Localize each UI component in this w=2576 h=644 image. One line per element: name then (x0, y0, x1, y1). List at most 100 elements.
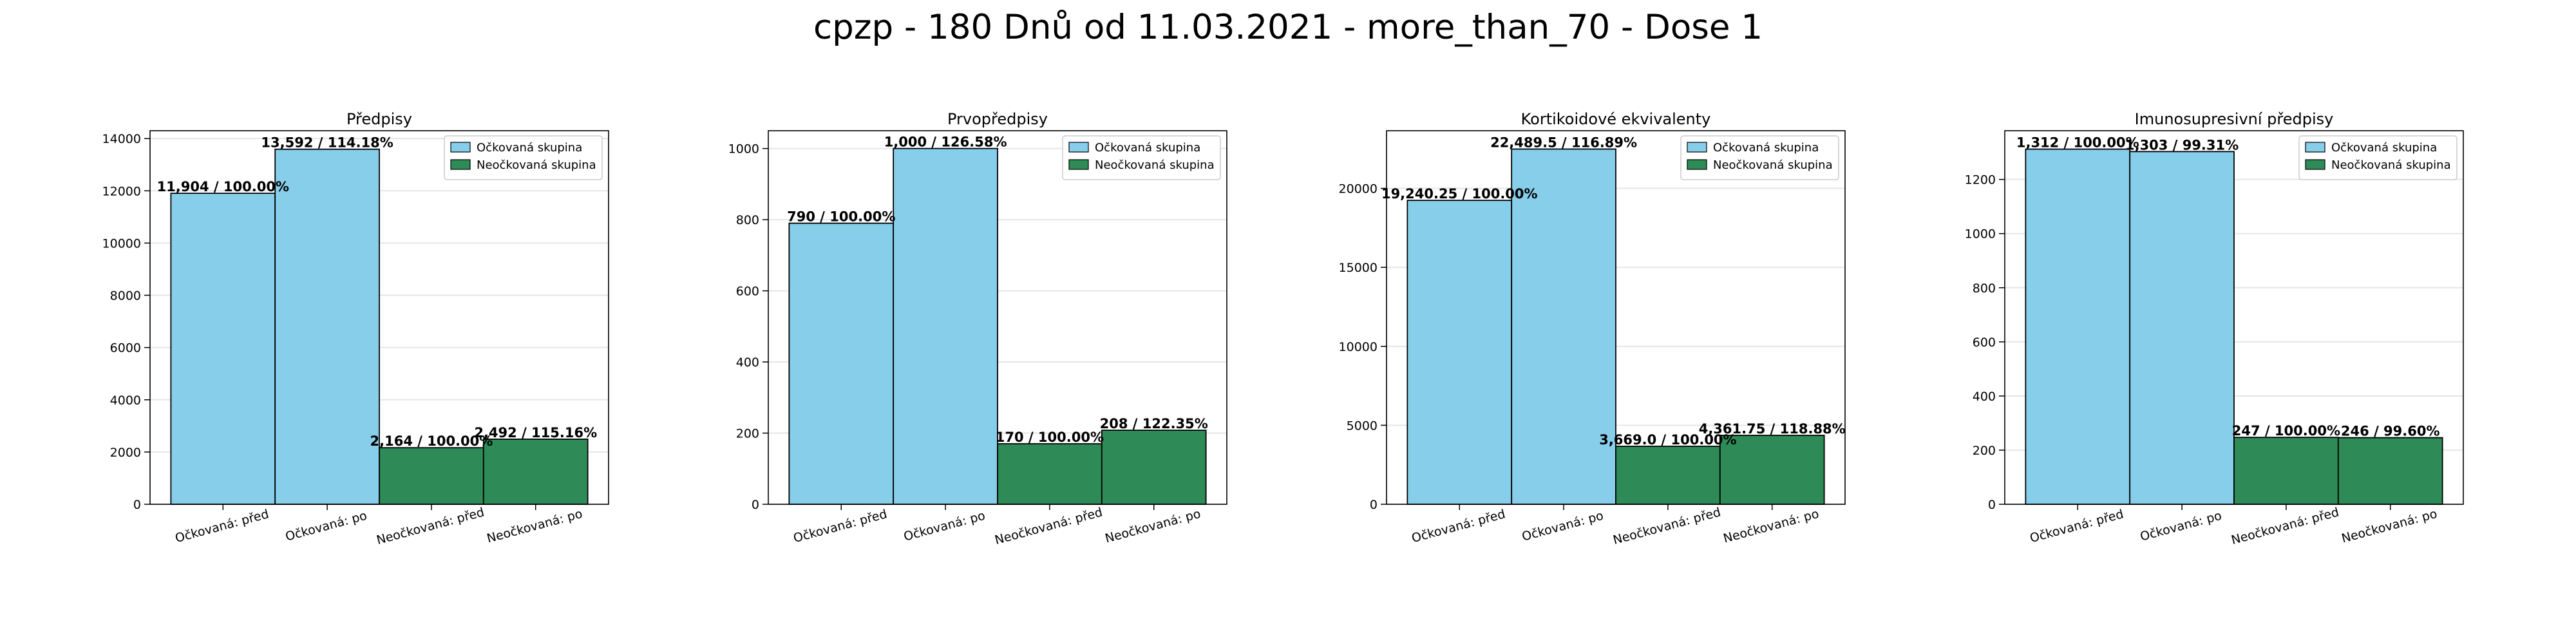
bar-unvaccinated (1719, 435, 1825, 505)
legend-label: Neočkovaná skupina (1713, 158, 1833, 172)
y-tick-label: 5000 (1347, 419, 1378, 433)
bar-vaccinated (2129, 151, 2235, 505)
legend-box (1062, 135, 1221, 180)
data-label: 2,492 / 115.16% (474, 425, 597, 440)
chart-title: Imunosupresivní předpisy (2135, 110, 2334, 128)
y-tick-label: 400 (1973, 390, 1996, 404)
legend: Očkovaná skupina Neočkovaná skupina (1680, 135, 1839, 180)
figure-title: cpzp - 180 Dnů od 11.03.2021 - more_than… (813, 8, 1763, 47)
data-label: 170 / 100.00% (996, 430, 1104, 445)
x-tick-label: Neočkovaná: před (1611, 505, 1722, 547)
y-tick-label: 12000 (102, 184, 141, 198)
y-tick-label: 0 (1370, 498, 1378, 512)
chart-title: Kortikoidové ekvivalenty (1521, 110, 1711, 128)
bar-unvaccinated (1101, 430, 1207, 505)
data-label: 790 / 100.00% (787, 209, 895, 225)
x-tick-label: Neočkovaná: po (2340, 507, 2439, 546)
legend-label: Neočkovaná skupina (1095, 158, 1215, 172)
data-label: 247 / 100.00% (2232, 423, 2340, 439)
legend-box (1680, 135, 1839, 180)
y-tick-label: 8000 (110, 289, 141, 303)
chart-panel-2: 790 / 100.00% 1,000 / 126.58% 170 / 100.00… (728, 110, 1227, 547)
y-tick-label: 800 (736, 213, 759, 227)
legend-box (444, 135, 603, 180)
legend-swatch-vaccinated (2305, 142, 2325, 153)
x-tick-label: Očkovaná: po (1520, 509, 1605, 544)
y-tick-label: 0 (133, 498, 141, 512)
legend-label: Očkovaná skupina (1713, 141, 1819, 155)
y-tick-label: 2000 (110, 446, 141, 460)
legend-swatch-vaccinated (450, 142, 471, 153)
y-tick-label: 0 (752, 498, 759, 512)
data-label: 1,303 / 99.31% (2125, 137, 2239, 153)
bar-unvaccinated (482, 439, 589, 505)
x-tick-label: Očkovaná: po (2139, 509, 2223, 544)
y-tick-label: 10000 (102, 236, 141, 251)
bar-vaccinated (893, 147, 998, 505)
y-tick-label: 4000 (110, 393, 141, 408)
y-tick-label: 0 (1988, 498, 1996, 512)
chart-title: Předpisy (346, 110, 412, 128)
legend-swatch-unvaccinated (2305, 159, 2325, 170)
x-tick-label: Neočkovaná: po (1104, 507, 1202, 546)
chart-panel-3: 19,240.25 / 100.00% 22,489.5 / 116.89% 3,6… (1339, 110, 1846, 547)
bar-vaccinated (1406, 200, 1513, 505)
bar-unvaccinated (1615, 446, 1721, 505)
chart-title: Prvopředpisy (947, 110, 1048, 128)
chart-panel-4: 1,312 / 100.00%1,303 / 99.31% 247 / 100.0… (1965, 110, 2464, 547)
x-tick-label: Očkovaná: po (902, 509, 987, 544)
data-label: 11,904 / 100.00% (157, 179, 289, 194)
y-tick-label: 400 (736, 355, 759, 370)
data-label: 1,000 / 126.58% (884, 135, 1007, 150)
y-tick-label: 1000 (728, 142, 759, 156)
data-label: 22,489.5 / 116.89% (1490, 135, 1637, 150)
y-tick-label: 600 (736, 285, 759, 299)
x-tick-label: Neočkovaná: po (1722, 507, 1821, 546)
legend-label: Očkovaná skupina (1095, 141, 1200, 155)
axes-frame (1386, 130, 1846, 505)
legend-label: Neočkovaná skupina (2331, 158, 2451, 172)
data-label: 208 / 122.35% (1100, 416, 1208, 431)
data-label: 3,669.0 / 100.00% (1599, 432, 1736, 448)
x-tick-label: Neočkovaná: před (375, 505, 486, 547)
bar-vaccinated (1511, 148, 1616, 505)
y-tick-label: 200 (1973, 444, 1996, 458)
y-tick-label: 15000 (1339, 261, 1378, 275)
y-tick-label: 14000 (102, 132, 141, 146)
y-tick-label: 6000 (110, 341, 141, 355)
bar-vaccinated (274, 148, 380, 505)
y-tick-label: 800 (1973, 281, 1996, 296)
y-tick-label: 10000 (1339, 340, 1378, 354)
legend: Očkovaná skupina Neočkovaná skupina (444, 135, 603, 180)
bar-unvaccinated (2233, 437, 2339, 505)
legend: Očkovaná skupina Neočkovaná skupina (1062, 135, 1221, 180)
bar-vaccinated (170, 193, 276, 505)
bar-vaccinated (2025, 148, 2131, 505)
data-label: 1,312 / 100.00% (2016, 135, 2139, 151)
legend-swatch-vaccinated (1687, 142, 1707, 153)
x-tick-label: Očkovaná: před (792, 507, 889, 545)
legend: Očkovaná skupina Neočkovaná skupina (2298, 135, 2458, 180)
axes-frame (768, 130, 1227, 505)
y-tick-label: 1200 (1965, 173, 1996, 187)
axes-frame (2004, 130, 2464, 505)
x-tick-label: Neočkovaná: po (486, 507, 584, 546)
chart-panel-1: 11,904 / 100.00% 13,592 / 114.18% 2,164 / … (102, 110, 609, 547)
x-tick-label: Neočkovaná: před (993, 505, 1104, 547)
bar-unvaccinated (997, 443, 1103, 505)
data-label: 4,361.75 / 118.88% (1699, 421, 1846, 437)
x-tick-label: Očkovaná: před (2029, 507, 2125, 545)
y-tick-label: 1000 (1965, 227, 1996, 242)
legend-swatch-unvaccinated (1068, 159, 1089, 170)
data-label: 246 / 99.60% (2341, 424, 2440, 439)
legend-swatch-unvaccinated (1687, 159, 1707, 170)
data-label: 19,240.25 / 100.00% (1381, 186, 1538, 202)
data-label: 13,592 / 114.18% (261, 135, 393, 151)
x-tick-label: Očkovaná: před (1410, 507, 1507, 545)
legend-label: Očkovaná skupina (2331, 141, 2437, 155)
legend-swatch-unvaccinated (450, 159, 471, 170)
bar-unvaccinated (2337, 437, 2443, 505)
legend-swatch-vaccinated (1068, 142, 1089, 153)
legend-label: Očkovaná skupina (477, 141, 582, 155)
